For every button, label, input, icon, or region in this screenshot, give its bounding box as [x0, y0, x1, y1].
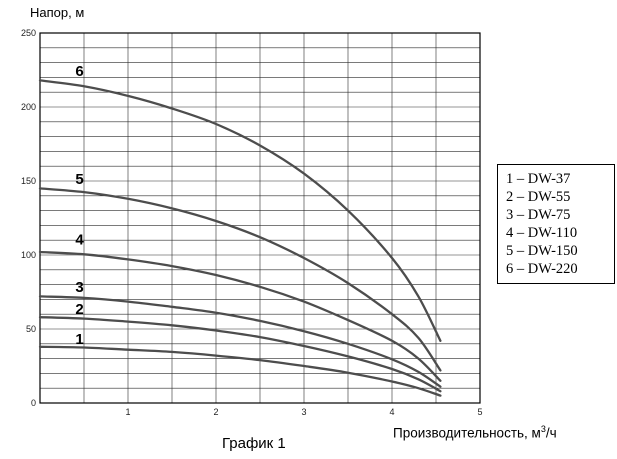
y-tick-label: 200 — [21, 102, 36, 112]
x-tick-label: 3 — [301, 407, 306, 417]
y-tick-label: 50 — [26, 324, 36, 334]
grid — [40, 33, 480, 403]
curve-DW-75 — [38, 295, 442, 388]
curve-label-6: 6 — [75, 63, 83, 80]
x-tick-label: 5 — [477, 407, 482, 417]
legend-item-1: 1 – DW-37 — [506, 171, 571, 187]
y-tick-label: 0 — [31, 398, 36, 408]
legend-item-5: 5 – DW-150 — [506, 243, 578, 259]
plot-border — [39, 32, 481, 404]
legend-item-4: 4 – DW-110 — [506, 225, 578, 241]
curve-DW-220 — [38, 79, 442, 342]
y-tick-label: 100 — [21, 250, 36, 260]
curve-label-4: 4 — [75, 232, 84, 249]
x-tick-label: 4 — [389, 407, 394, 417]
legend-item-2: 2 – DW-55 — [506, 189, 571, 205]
curve-DW-55 — [38, 316, 442, 393]
x-axis-title-sup: 3 — [540, 424, 546, 434]
legend-item-3: 3 – DW-75 — [506, 207, 571, 223]
curve-label-2: 2 — [75, 301, 83, 318]
curve-label-5: 5 — [75, 171, 83, 188]
x-axis-title: Производительность, м3/ч — [393, 424, 557, 441]
legend-item-6: 6 – DW-220 — [506, 261, 578, 277]
legend-box: 1 – DW-37 2 – DW-55 3 – DW-75 4 – DW-110 5 –… — [497, 164, 615, 284]
x-tick-label: 1 — [125, 407, 130, 417]
curves — [38, 79, 442, 397]
curve-label-3: 3 — [75, 279, 83, 296]
curve-label-1: 1 — [75, 331, 83, 348]
y-tick-label: 250 — [21, 28, 36, 38]
y-tick-label: 150 — [21, 176, 36, 186]
x-axis-title-text: Производительность, м — [393, 425, 541, 441]
x-tick-label: 2 — [213, 407, 218, 417]
figure-caption: График 1 — [222, 435, 286, 452]
curve-DW-150 — [38, 187, 442, 372]
curve-DW-37 — [38, 345, 442, 397]
y-axis-title: Напор, м — [30, 5, 85, 20]
curve-DW-110 — [38, 250, 442, 382]
x-axis-title-suffix: /ч — [545, 425, 557, 441]
